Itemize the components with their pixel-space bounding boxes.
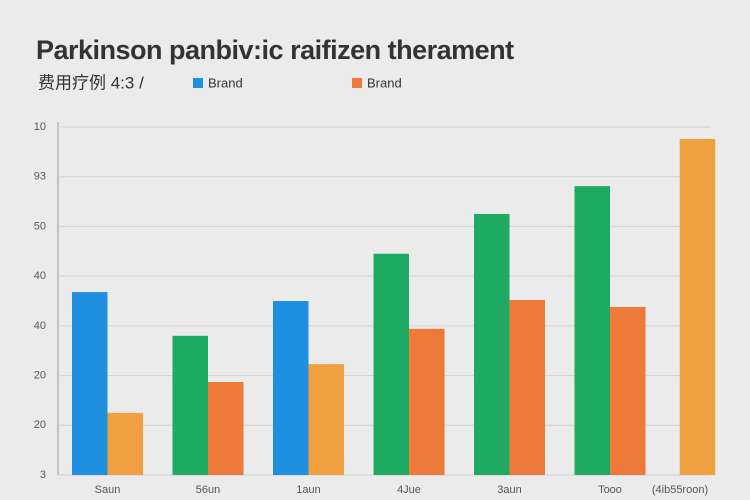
- x-tick-label: Tooo: [598, 484, 622, 496]
- y-tick-label: 50: [34, 220, 46, 232]
- y-tick-label: 93: [34, 171, 46, 183]
- bar: [409, 328, 445, 475]
- bar: [172, 335, 208, 475]
- y-tick-label: 10: [34, 121, 46, 133]
- bar: [373, 253, 409, 475]
- bar: [107, 412, 143, 475]
- chart-title: Parkinson panbiv:ic raifizen therament: [36, 35, 514, 65]
- bar: [208, 382, 244, 475]
- y-tick-label: 40: [34, 320, 46, 332]
- y-tick-label: 20: [34, 369, 46, 381]
- y-tick-label: 3: [40, 469, 46, 481]
- legend-swatch: [193, 78, 203, 88]
- y-tick-label: 20: [34, 419, 46, 431]
- bar: [474, 214, 510, 475]
- bar: [679, 138, 716, 475]
- x-tick-label: 1aun: [296, 484, 320, 496]
- bar: [574, 186, 610, 475]
- bar: [273, 301, 309, 475]
- bar: [72, 292, 108, 475]
- legend-label: Brand: [208, 75, 243, 90]
- y-tick-label: 40: [34, 270, 46, 282]
- bar: [308, 364, 344, 475]
- x-tick-label: (4ib55roon): [652, 484, 708, 496]
- x-tick-label: 4Jue: [397, 484, 421, 496]
- x-tick-label: Saun: [95, 484, 121, 496]
- bar: [610, 306, 646, 475]
- x-tick-label: 56un: [196, 484, 220, 496]
- x-tick-label: 3aun: [497, 484, 521, 496]
- chart-subtitle: 费用疗例 4:3 /: [38, 73, 144, 92]
- bar: [509, 300, 545, 475]
- legend-label: Brand: [367, 75, 402, 90]
- legend-swatch: [352, 78, 362, 88]
